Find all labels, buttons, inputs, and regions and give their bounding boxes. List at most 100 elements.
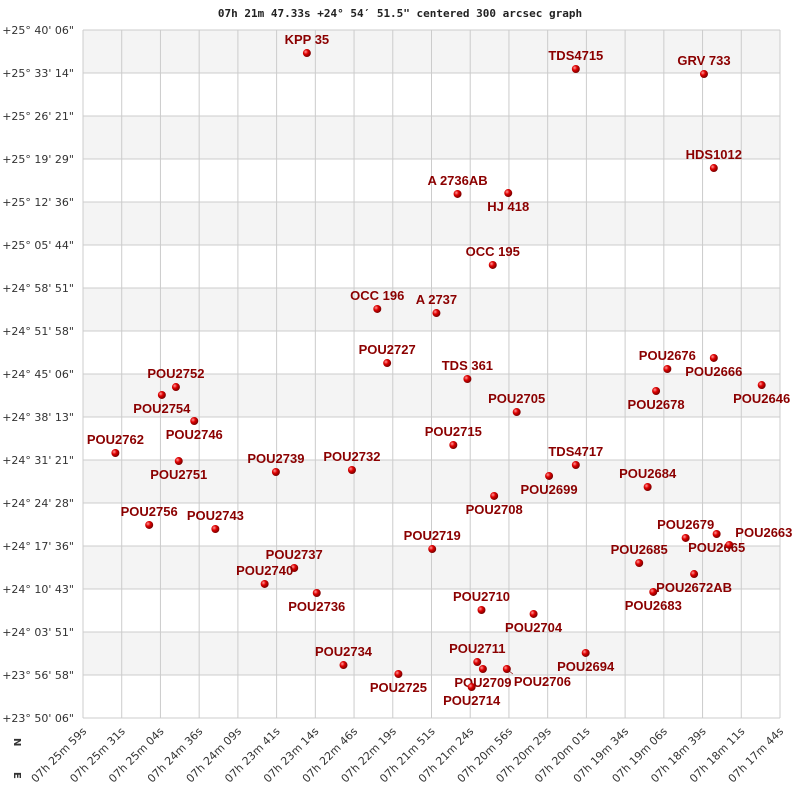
star-marker[interactable] bbox=[581, 648, 590, 657]
star-marker[interactable] bbox=[545, 471, 554, 480]
star-marker[interactable] bbox=[171, 383, 180, 392]
star-point[interactable]: POU2725 bbox=[370, 670, 427, 695]
star-marker[interactable] bbox=[699, 69, 708, 78]
star-point[interactable]: POU2708 bbox=[466, 491, 523, 517]
star-marker[interactable] bbox=[290, 563, 299, 572]
star-marker[interactable] bbox=[571, 64, 580, 73]
star-point[interactable]: A 2736AB bbox=[427, 173, 488, 198]
star-point[interactable]: POU2715 bbox=[425, 424, 482, 449]
star-marker[interactable] bbox=[478, 665, 487, 674]
star-marker[interactable] bbox=[512, 408, 521, 417]
star-point[interactable]: HDS1012 bbox=[686, 147, 742, 173]
star-marker[interactable] bbox=[643, 482, 652, 491]
star-point[interactable]: POU2736 bbox=[288, 589, 345, 614]
star-point[interactable]: POU2746 bbox=[166, 417, 223, 442]
star-point[interactable]: OCC 196 bbox=[350, 288, 404, 313]
star-marker[interactable] bbox=[111, 449, 120, 458]
star-marker[interactable] bbox=[463, 375, 472, 384]
star-point[interactable]: POU2740 bbox=[236, 563, 293, 588]
star-point[interactable]: POU2646 bbox=[733, 381, 790, 406]
star-point[interactable]: POU2672AB bbox=[656, 570, 732, 595]
star-marker[interactable] bbox=[449, 440, 458, 449]
y-tick-label: +24° 17' 36" bbox=[2, 540, 74, 553]
star-marker[interactable] bbox=[271, 467, 280, 476]
star-marker[interactable] bbox=[712, 530, 721, 539]
star-point[interactable]: POU2679 bbox=[657, 517, 714, 542]
star-marker[interactable] bbox=[211, 525, 220, 534]
star-marker[interactable] bbox=[373, 304, 382, 313]
star-point[interactable]: TDS4715 bbox=[548, 48, 603, 73]
star-marker[interactable] bbox=[302, 49, 311, 58]
star-point[interactable]: POU2676 bbox=[639, 348, 696, 373]
star-marker[interactable] bbox=[394, 670, 403, 679]
star-point[interactable]: POU2684 bbox=[619, 466, 677, 491]
star-marker[interactable] bbox=[529, 609, 538, 618]
star-point[interactable]: POU2685 bbox=[611, 542, 668, 567]
star-point[interactable]: OCC 195 bbox=[466, 244, 520, 269]
star-point[interactable]: POU2762 bbox=[87, 432, 144, 458]
star-point[interactable]: POU2706 bbox=[502, 665, 571, 689]
star-point[interactable]: POU2737 bbox=[266, 547, 323, 572]
star-point[interactable]: POU2705 bbox=[488, 391, 545, 417]
star-label: POU2710 bbox=[453, 589, 510, 604]
star-marker[interactable] bbox=[690, 570, 699, 579]
star-point[interactable]: HJ 418 bbox=[487, 189, 529, 214]
star-marker[interactable] bbox=[490, 491, 499, 500]
star-marker[interactable] bbox=[709, 164, 718, 173]
star-marker[interactable] bbox=[157, 390, 166, 399]
star-marker[interactable] bbox=[260, 579, 269, 588]
star-point[interactable]: POU2751 bbox=[150, 457, 207, 482]
star-marker[interactable] bbox=[432, 309, 441, 318]
star-point[interactable]: A 2737 bbox=[416, 292, 457, 318]
star-point[interactable]: POU2699 bbox=[521, 471, 578, 497]
star-marker[interactable] bbox=[190, 417, 199, 426]
star-point[interactable]: POU2719 bbox=[404, 528, 461, 554]
star-marker[interactable] bbox=[312, 589, 321, 598]
star-point[interactable]: POU2678 bbox=[628, 386, 685, 412]
star-marker[interactable] bbox=[663, 364, 672, 373]
star-point[interactable]: POU2663 bbox=[725, 525, 792, 549]
star-marker[interactable] bbox=[488, 260, 497, 269]
star-marker[interactable] bbox=[473, 658, 482, 667]
star-point[interactable]: POU2710 bbox=[453, 589, 510, 615]
star-marker[interactable] bbox=[145, 520, 154, 529]
star-point[interactable]: POU2704 bbox=[505, 609, 563, 635]
star-point[interactable]: GRV 733 bbox=[677, 53, 731, 78]
star-point[interactable]: POU2743 bbox=[187, 508, 244, 534]
star-marker[interactable] bbox=[174, 457, 183, 466]
star-point[interactable]: POU2666 bbox=[685, 353, 742, 379]
star-marker[interactable] bbox=[757, 381, 766, 390]
star-point[interactable]: POU2756 bbox=[121, 504, 178, 529]
star-marker[interactable] bbox=[383, 359, 392, 368]
star-marker[interactable] bbox=[467, 683, 476, 692]
star-marker[interactable] bbox=[347, 466, 356, 475]
star-point[interactable]: POU2683 bbox=[625, 587, 682, 613]
star-marker[interactable] bbox=[725, 540, 734, 549]
star-marker[interactable] bbox=[428, 545, 437, 554]
star-marker[interactable] bbox=[681, 533, 690, 542]
star-marker[interactable] bbox=[502, 665, 511, 674]
star-point[interactable]: POU2732 bbox=[323, 449, 380, 475]
star-marker[interactable] bbox=[649, 587, 658, 596]
star-marker[interactable] bbox=[504, 189, 513, 198]
star-point[interactable]: POU2727 bbox=[359, 342, 416, 368]
star-marker[interactable] bbox=[635, 558, 644, 567]
star-point[interactable]: POU2754 bbox=[133, 390, 191, 416]
star-point[interactable]: POU2734 bbox=[315, 644, 373, 670]
star-point[interactable]: POU2711 bbox=[449, 641, 505, 667]
star-marker[interactable] bbox=[339, 661, 348, 670]
star-marker[interactable] bbox=[477, 606, 486, 615]
star-point[interactable]: KPP 35 bbox=[285, 32, 330, 58]
star-point[interactable]: POU2752 bbox=[147, 366, 204, 392]
star-marker[interactable] bbox=[571, 461, 580, 470]
star-point[interactable]: POU2694 bbox=[557, 648, 615, 674]
star-point[interactable]: POU2739 bbox=[247, 451, 304, 476]
star-point[interactable]: TDS4717 bbox=[548, 444, 603, 470]
star-label: POU2752 bbox=[147, 366, 204, 381]
star-marker[interactable] bbox=[709, 353, 718, 362]
star-marker[interactable] bbox=[453, 189, 462, 198]
grid-lines bbox=[82, 29, 781, 719]
star-point[interactable]: POU2714 bbox=[443, 683, 501, 708]
star-marker[interactable] bbox=[652, 386, 661, 395]
star-point[interactable]: TDS 361 bbox=[442, 358, 493, 384]
